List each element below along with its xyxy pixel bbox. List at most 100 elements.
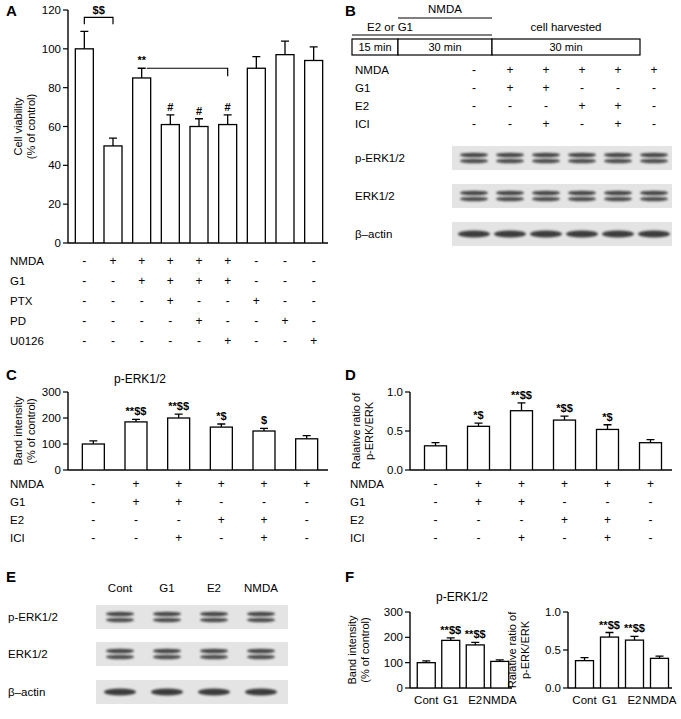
condition-sign: - [563,531,567,545]
condition-sign: - [649,513,653,527]
condition-sign: - [177,513,181,527]
condition-sign: - [111,294,115,308]
blot-band [460,159,488,164]
error-bar [281,41,289,55]
blot-band [198,689,230,696]
y-tick-label: 100 [384,657,403,669]
significance-mark: *$ [473,409,483,421]
error-bar [518,403,526,411]
timeline-line [352,34,492,35]
blot-band [638,231,670,238]
y-axis-label: Cell viability [12,97,24,156]
timeline-box [352,39,398,55]
condition-sign: + [109,254,116,268]
condition-sign: - [580,81,584,95]
y-tick [405,637,410,638]
condition-sign: - [544,99,548,113]
x-axis [68,469,328,470]
y-axis-label: p-ERK/ERK [363,401,375,460]
condition-label: ICI [10,532,25,544]
error-bar [252,57,260,69]
significance-mark: *$$ [556,402,573,414]
y-tick-label: 300 [42,386,61,398]
condition-sign: - [197,334,201,348]
condition-sign: - [82,274,86,288]
condition-sign: + [195,274,202,288]
bar [576,661,594,688]
condition-label: G1 [355,82,370,94]
condition-sign: + [253,294,260,308]
x-tick-label: Cont [414,694,439,706]
condition-sign: + [614,63,621,77]
error-bar [631,636,639,640]
condition-sign: + [614,99,621,113]
error-bar [606,633,614,638]
y-tick [63,242,68,243]
bar [626,640,644,688]
y-tick [405,391,410,392]
x-tick-label: Cont [572,694,597,706]
blot-strip [96,680,288,704]
bar [425,446,447,470]
error-bar [260,428,268,431]
condition-sign: + [561,477,568,491]
condition-label: PD [10,315,26,327]
error-bar [224,115,232,125]
condition-sign: - [508,99,512,113]
y-tick-label: 100 [42,438,61,450]
blot-band [532,159,560,164]
condition-sign: - [82,334,86,348]
blot-band [247,649,275,654]
y-axis-label: Band intensity [12,396,24,466]
bar [601,637,619,688]
significance-bracket [147,68,228,76]
condition-sign: + [138,254,145,268]
significance-mark: **$$ [465,628,486,640]
condition-sign: - [283,254,287,268]
condition-sign: + [132,477,139,491]
blot-panel: BNMDAE2 or G1cell harvested15 min30 min3… [345,2,672,246]
blot-row-label: p-ERK1/2 [8,611,58,623]
blot-row-label: p-ERK1/2 [355,152,405,164]
condition-sign: + [224,334,231,348]
y-tick [405,469,410,470]
error-bar [471,642,479,645]
lane-label: NMDA [244,582,278,594]
significance-mark: **$$ [126,405,147,417]
blot-row-label: ERK1/2 [355,190,395,202]
error-bar [217,424,225,427]
error-bar [604,425,612,430]
blot-band [604,159,632,164]
condition-sign: + [218,513,225,527]
bar [253,431,275,470]
error-bar [475,423,483,426]
condition-sign: - [254,274,258,288]
condition-sign: - [472,99,476,113]
y-tick [563,649,568,650]
significance-bracket [84,17,113,24]
bar [161,125,179,243]
condition-sign: + [506,63,513,77]
condition-sign: - [82,294,86,308]
condition-sign: + [195,254,202,268]
condition-sign: - [134,513,138,527]
condition-sign: + [518,495,525,509]
panel-label: F [345,568,354,585]
y-tick-label: 120 [42,4,61,16]
condition-sign: - [580,117,584,131]
bars [417,638,509,688]
error-bar [132,419,140,422]
condition-sign: - [652,99,656,113]
significance-mark: *$ [602,411,612,423]
y-tick [63,126,68,127]
condition-sign: + [506,81,513,95]
bar [190,127,208,244]
error-bar [496,660,504,662]
condition-sign: + [578,99,585,113]
condition-sign: - [652,117,656,131]
condition-label: E2 [355,100,369,112]
bar [247,68,265,243]
blot-band [153,612,181,617]
lane-label: E2 [207,582,221,594]
bar [125,422,147,470]
